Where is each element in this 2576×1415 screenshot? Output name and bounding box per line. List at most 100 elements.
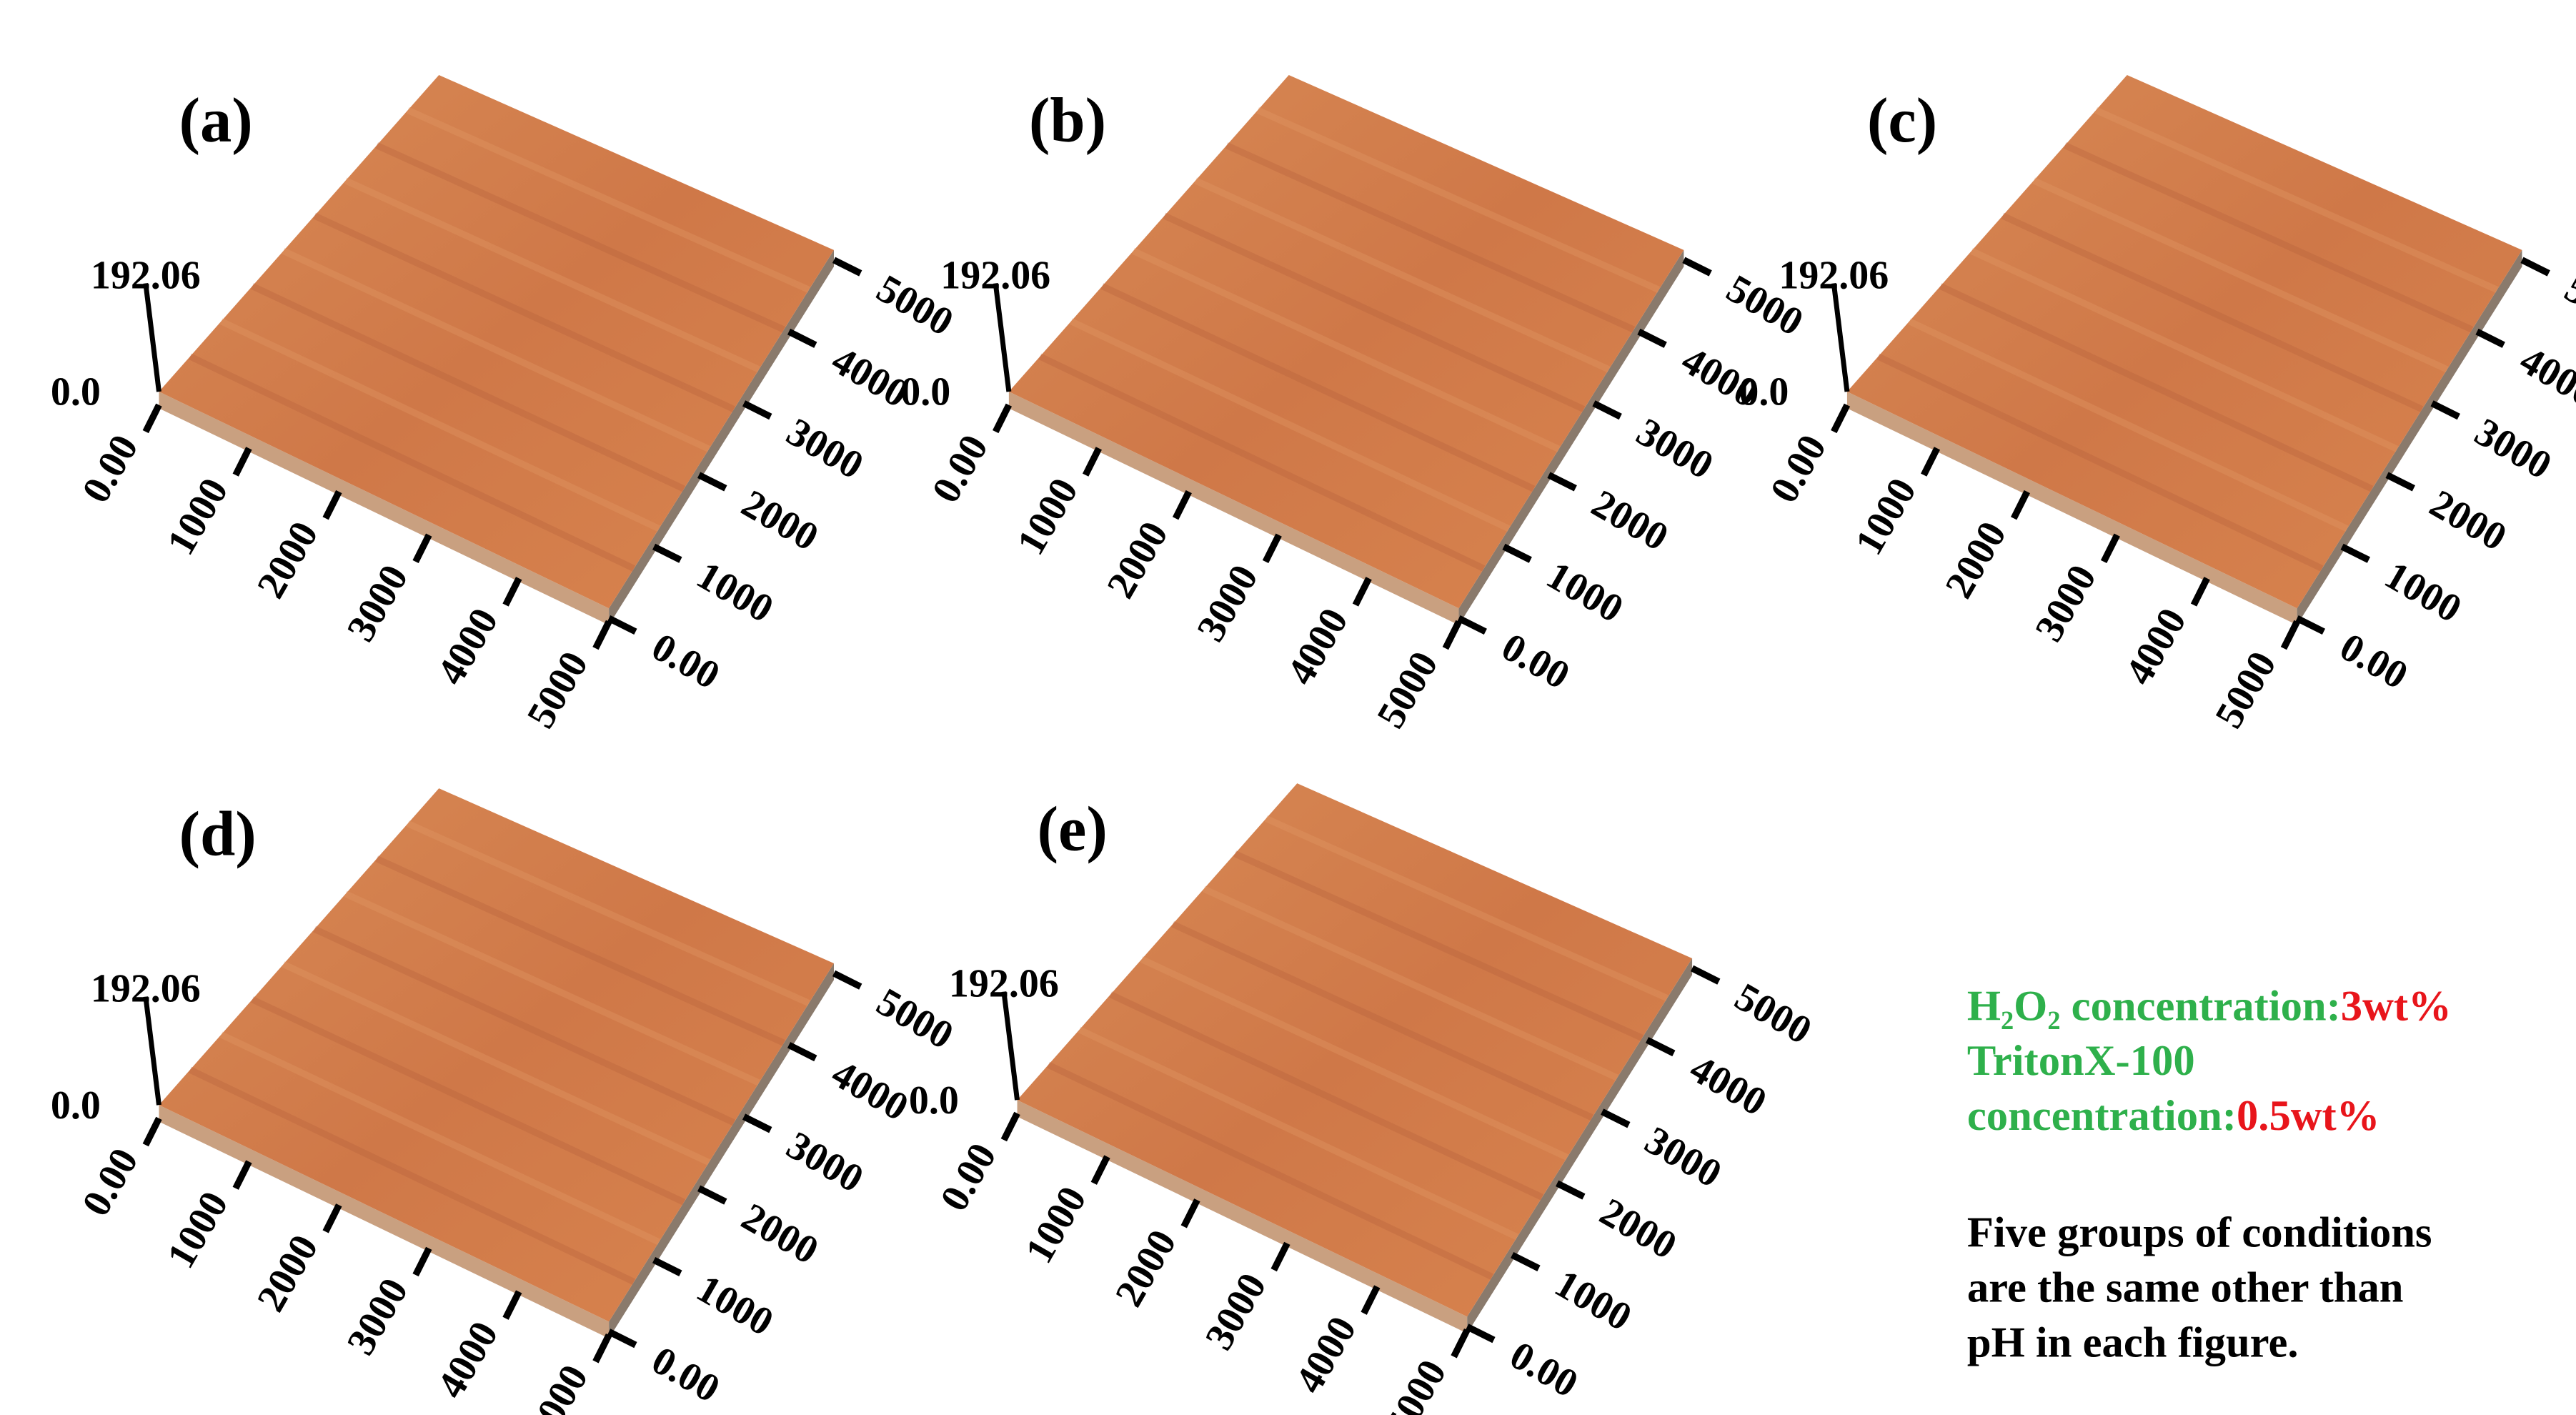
x-tick-label: 5000 (2207, 644, 2285, 735)
y-tick-label: 4000 (824, 1051, 915, 1130)
panel-label: (d) (179, 799, 256, 869)
y-tick-label: 2000 (1593, 1190, 1684, 1268)
surface-streak (1100, 283, 1536, 492)
surface-streak (219, 1031, 661, 1246)
x-tick-label: 1000 (1008, 471, 1087, 562)
surface-streak (2032, 177, 2449, 373)
y-tick-label: 5000 (869, 980, 960, 1058)
surface-side (609, 963, 834, 1339)
surface (1008, 74, 1684, 609)
x-tick-label: 3000 (1197, 1266, 1275, 1357)
y-tick-label: 4000 (2512, 338, 2576, 417)
x-tick (1831, 403, 1851, 434)
y-tick-label: 5000 (1728, 975, 1819, 1053)
x-tick (2010, 490, 2030, 520)
z-axis (1001, 991, 1020, 1101)
y-tick (832, 970, 862, 990)
z-axis (143, 996, 161, 1106)
surface-streak (1194, 177, 1611, 373)
surface-streak (251, 996, 686, 1206)
surface-streak (188, 353, 636, 572)
surface-side (609, 249, 834, 625)
surface-streak (1047, 1061, 1494, 1280)
y-tick (1601, 1108, 1631, 1128)
x-tick-label: 3000 (2027, 557, 2105, 649)
x-tick (232, 1160, 252, 1190)
note-line: pH in each figure. (1967, 1319, 2299, 1366)
z-max-label: 192.06 (1779, 253, 1889, 297)
y-tick-label: 0.00 (1503, 1333, 1586, 1406)
y-tick (742, 1113, 772, 1133)
panel-label: (a) (179, 86, 252, 156)
y-tick (1556, 1180, 1586, 1200)
surface-side (2297, 249, 2522, 625)
surface-streak (1038, 353, 1486, 572)
y-tick-label: 0.00 (1494, 625, 1577, 698)
y-tick (697, 1185, 727, 1205)
x-tick (2100, 533, 2120, 564)
surface-streak (282, 247, 711, 452)
y-tick (1511, 1251, 1541, 1271)
surface-side (1467, 958, 1693, 1334)
legend-text: H₂O₂ concentration: (1967, 982, 2341, 1030)
surface-side (1008, 392, 1459, 625)
x-tick (232, 447, 252, 477)
x-tick-label: 0.00 (74, 427, 147, 510)
y-tick-label: 3000 (780, 409, 871, 488)
surface (159, 788, 834, 1322)
x-tick-label: 4000 (1278, 601, 1357, 692)
y-tick-label: 0.00 (2332, 625, 2415, 698)
y-tick-label: 0.00 (645, 625, 727, 698)
surface-streak (1078, 1026, 1519, 1241)
y-tick (787, 1042, 817, 1062)
x-tick (502, 1290, 522, 1320)
legend-line: H₂O₂ concentration:3wt% (1967, 982, 2452, 1030)
x-tick-label: 3000 (339, 1271, 417, 1362)
surface-streak (251, 283, 686, 492)
legend-line: concentration:0.5wt% (1967, 1092, 2380, 1140)
z-max-label: 192.06 (91, 967, 201, 1011)
z-min-label: 0.0 (909, 1078, 959, 1123)
legend-text: concentration: (1967, 1092, 2237, 1140)
surface-streak (2063, 142, 2474, 333)
z-min-label: 0.0 (51, 370, 101, 414)
note-line: Five groups of conditions (1967, 1208, 2432, 1256)
surface-streak (1202, 885, 1619, 1081)
y-tick (1592, 400, 1622, 420)
x-tick (502, 577, 522, 607)
x-tick-label: 1000 (159, 1184, 237, 1276)
panel-label: (e) (1038, 794, 1108, 864)
x-tick-label: 2000 (249, 1228, 327, 1319)
x-tick (1352, 577, 1372, 607)
x-tick (1090, 1155, 1110, 1185)
note-line: are the same other than (1967, 1263, 2404, 1311)
z-axis (1831, 283, 1850, 392)
x-tick (1361, 1285, 1381, 1315)
surface-side (1017, 1100, 1468, 1334)
y-tick (832, 257, 862, 277)
surface-streak (344, 177, 760, 373)
z-min-label: 0.0 (51, 1083, 101, 1128)
y-tick (1645, 1037, 1676, 1057)
x-tick (1180, 1198, 1200, 1228)
x-tick-label: 5000 (1368, 644, 1447, 735)
x-tick (1442, 620, 1462, 650)
panel-label: (c) (1867, 86, 1937, 156)
y-tick (1547, 472, 1577, 492)
surface-streak (1876, 353, 2324, 572)
y-tick-label: 0.00 (645, 1338, 727, 1411)
y-tick-label: 1000 (690, 1266, 781, 1345)
surface-streak (313, 212, 736, 412)
surface-streak (1225, 142, 1636, 333)
x-tick-label: 4000 (1287, 1309, 1366, 1401)
x-tick (1270, 1241, 1291, 1272)
surface-streak (313, 925, 736, 1126)
surface-streak (375, 142, 785, 333)
surface-streak (1140, 956, 1569, 1161)
x-tick-label: 0.00 (923, 427, 997, 510)
surface-streak (1163, 212, 1586, 412)
x-tick (993, 403, 1013, 434)
surface (1017, 783, 1693, 1317)
